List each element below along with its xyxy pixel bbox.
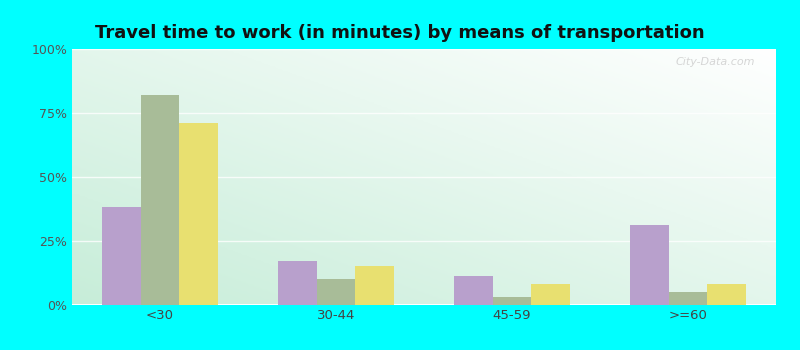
Bar	[141, 95, 179, 304]
Bar	[355, 266, 394, 304]
Bar	[630, 225, 669, 304]
Bar	[493, 297, 531, 304]
Bar	[179, 123, 218, 304]
Bar	[278, 261, 317, 304]
Bar	[707, 284, 746, 304]
Bar	[669, 292, 707, 304]
Bar	[317, 279, 355, 304]
Bar	[531, 284, 570, 304]
Bar	[454, 276, 493, 304]
Bar	[102, 208, 141, 304]
Text: City-Data.com: City-Data.com	[675, 57, 755, 66]
Text: Travel time to work (in minutes) by means of transportation: Travel time to work (in minutes) by mean…	[95, 25, 705, 42]
